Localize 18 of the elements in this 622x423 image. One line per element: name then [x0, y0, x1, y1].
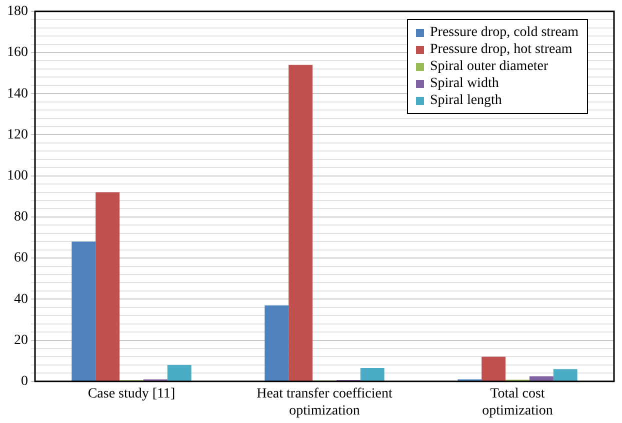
- x-tick-label: Total cost optimization: [482, 386, 553, 418]
- y-tick-label: 120: [7, 127, 28, 142]
- legend-label: Pressure drop, cold stream: [430, 24, 579, 42]
- y-tick-label: 100: [7, 168, 28, 184]
- y-tick-label: 60: [14, 250, 28, 266]
- x-tick-label: Case study [11]: [88, 386, 176, 402]
- y-tick-label: 180: [7, 4, 28, 20]
- x-tick-label: Heat transfer coefficient optimization: [256, 386, 392, 418]
- y-tick-label: 20: [14, 332, 28, 348]
- legend-label: Pressure drop, hot stream: [430, 41, 572, 58]
- y-tick-label: 40: [14, 292, 28, 307]
- y-tick-label: 0: [21, 374, 28, 390]
- legend-label: Spiral outer diameter: [430, 58, 548, 76]
- legend-label: Spiral length: [430, 92, 502, 110]
- legend-label: Spiral width: [430, 75, 499, 92]
- y-tick-label: 160: [7, 45, 28, 60]
- y-tick-label: 140: [7, 86, 28, 102]
- y-tick-label: 80: [14, 210, 28, 225]
